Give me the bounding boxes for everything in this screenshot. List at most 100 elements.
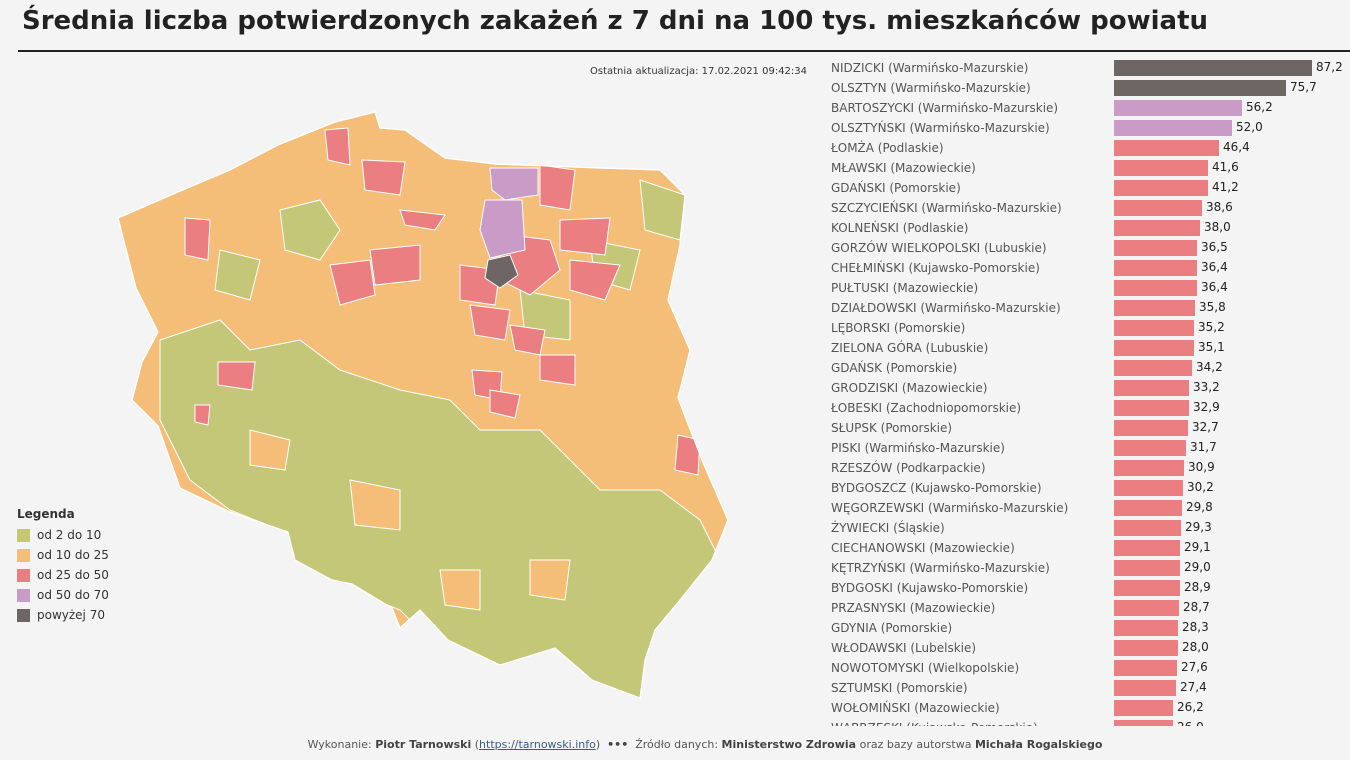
- bar-row[interactable]: ŁOBESKI (Zachodniopomorskie) 32,9: [825, 398, 1350, 418]
- bar: [1114, 500, 1182, 516]
- map-region-high: [399, 209, 446, 231]
- bar: [1114, 700, 1173, 716]
- bar-row[interactable]: MŁAWSKI (Mazowieckie) 41,6: [825, 158, 1350, 178]
- bar-row[interactable]: SŁUPSK (Pomorskie) 32,7: [825, 418, 1350, 438]
- legend-item: powyżej 70: [17, 605, 109, 625]
- bar-row[interactable]: PRZASNYSKI (Mazowieckie) 28,7: [825, 598, 1350, 618]
- bar-label: WĘGORZEWSKI (Warmińsko-Mazurskie): [831, 501, 1069, 515]
- bar-value-label: 28,3: [1182, 620, 1209, 634]
- bar-row[interactable]: SZCZYCIEŃSKI (Warmińsko-Mazurskie) 38,6: [825, 198, 1350, 218]
- bar-value-label: 31,7: [1190, 440, 1217, 454]
- bar-label: DZIAŁDOWSKI (Warmińsko-Mazurskie): [831, 301, 1061, 315]
- bar-value-label: 27,4: [1180, 680, 1207, 694]
- bar-value-label: 33,2: [1193, 380, 1220, 394]
- bar-row[interactable]: CIECHANOWSKI (Mazowieckie) 29,1: [825, 538, 1350, 558]
- map-region-high: [674, 434, 701, 476]
- bar-value-label: 38,0: [1204, 220, 1231, 234]
- bar-row[interactable]: PISKI (Warmińsko-Mazurskie) 31,7: [825, 438, 1350, 458]
- map-region-very-high: [489, 167, 539, 201]
- bar-row[interactable]: BYDGOSZCZ (Kujawsko-Pomorskie) 30,2: [825, 478, 1350, 498]
- bar: [1114, 420, 1188, 436]
- bar-value-label: 36,4: [1201, 280, 1228, 294]
- bar-row[interactable]: KĘTRZYŃSKI (Warmińsko-Mazurskie) 29,0: [825, 558, 1350, 578]
- bar: [1114, 320, 1194, 336]
- footer-source-label: Źródło danych:: [635, 738, 719, 751]
- bar-value-label: 75,7: [1290, 80, 1317, 94]
- bar-label: LĘBORSKI (Pomorskie): [831, 321, 966, 335]
- bar-value-label: 30,9: [1188, 460, 1215, 474]
- map-region-high: [194, 404, 211, 426]
- bar: [1114, 100, 1242, 116]
- bar: [1114, 400, 1189, 416]
- bar-row[interactable]: WOŁOMIŃSKI (Mazowieckie) 26,2: [825, 698, 1350, 718]
- bar-label: GDAŃSKI (Pomorskie): [831, 181, 961, 195]
- bar-row[interactable]: BYDGOSKI (Kujawsko-Pomorskie) 28,9: [825, 578, 1350, 598]
- legend-swatch: [17, 608, 30, 622]
- legend-label: powyżej 70: [37, 608, 105, 622]
- bar-row[interactable]: PUŁTUSKI (Mazowieckie) 36,4: [825, 278, 1350, 298]
- bar-row[interactable]: GDAŃSK (Pomorskie) 34,2: [825, 358, 1350, 378]
- last-update-text: Ostatnia aktualizacja: 17.02.2021 09:42:…: [590, 66, 808, 77]
- bar-label: PUŁTUSKI (Mazowieckie): [831, 281, 979, 295]
- map-region-mid: [349, 479, 401, 531]
- bar-row[interactable]: KOLNEŃSKI (Podlaskie) 38,0: [825, 218, 1350, 238]
- map-region-very-high: [479, 199, 526, 259]
- legend-swatch: [17, 568, 30, 582]
- footer-link[interactable]: https://tarnowski.info: [479, 738, 596, 751]
- bar: [1114, 520, 1181, 536]
- bar-label: GORZÓW WIELKOPOLSKI (Lubuskie): [831, 241, 1047, 255]
- map-region-high: [329, 259, 376, 306]
- bar: [1114, 160, 1208, 176]
- bar: [1114, 240, 1197, 256]
- bar-row[interactable]: LĘBORSKI (Pomorskie) 35,2: [825, 318, 1350, 338]
- footer: Wykonanie: Piotr Tarnowski (https://tarn…: [307, 738, 1103, 751]
- bar-value-label: 41,6: [1212, 160, 1239, 174]
- bar-label: NOWOTOMYSKI (Wielkopolskie): [831, 661, 1020, 675]
- poland-powiaty-map[interactable]: [100, 100, 740, 710]
- bar-row[interactable]: SZTUMSKI (Pomorskie) 27,4: [825, 678, 1350, 698]
- bar-row[interactable]: ŻYWIECKI (Śląskie) 29,3: [825, 518, 1350, 538]
- bar-value-label: 41,2: [1212, 180, 1239, 194]
- map-region-high: [369, 244, 421, 286]
- bar-row[interactable]: OLSZTYN (Warmińsko-Mazurskie) 75,7: [825, 78, 1350, 98]
- bar-label: PRZASNYSKI (Mazowieckie): [831, 601, 996, 615]
- bar-value-label: 36,4: [1201, 260, 1228, 274]
- bar-row[interactable]: CHEŁMIŃSKI (Kujawsko-Pomorskie) 36,4: [825, 258, 1350, 278]
- bar-row[interactable]: WŁODAWSKI (Lubelskie) 28,0: [825, 638, 1350, 658]
- bar-row[interactable]: ŁOMŻA (Podlaskie) 46,4: [825, 138, 1350, 158]
- map-region-high: [324, 127, 351, 166]
- bar: [1114, 360, 1192, 376]
- bar-row[interactable]: OLSZTYŃSKI (Warmińsko-Mazurskie) 52,0: [825, 118, 1350, 138]
- bar-row[interactable]: NOWOTOMYSKI (Wielkopolskie) 27,6: [825, 658, 1350, 678]
- bar-row[interactable]: RZESZÓW (Podkarpackie) 30,9: [825, 458, 1350, 478]
- map-region-high: [539, 354, 576, 386]
- legend-item: od 2 do 10: [17, 525, 109, 545]
- map-region-mid: [529, 559, 571, 601]
- bar-row[interactable]: ZIELONA GÓRA (Lubuskie) 35,1: [825, 338, 1350, 358]
- bar-row[interactable]: BARTOSZYCKI (Warmińsko-Mazurskie) 56,2: [825, 98, 1350, 118]
- bar-row[interactable]: NIDZICKI (Warmińsko-Mazurskie) 87,2: [825, 58, 1350, 78]
- map-region-high: [569, 259, 621, 301]
- bar-value-label: 28,7: [1183, 600, 1210, 614]
- bar-value-label: 28,9: [1184, 580, 1211, 594]
- bar-row[interactable]: WĘGORZEWSKI (Warmińsko-Mazurskie) 29,8: [825, 498, 1350, 518]
- legend-label: od 25 do 50: [37, 568, 109, 582]
- bar-value-label: 29,0: [1184, 560, 1211, 574]
- map-region-extreme: [484, 254, 519, 289]
- map-region-high: [469, 304, 511, 341]
- bar: [1114, 140, 1219, 156]
- bar-row[interactable]: WĄBRZESKI (Kujawsko-Pomorskie) 26,0: [825, 718, 1350, 726]
- map-region-high: [409, 619, 436, 656]
- bar-label: NIDZICKI (Warmińsko-Mazurskie): [831, 61, 1029, 75]
- legend-label: od 10 do 25: [37, 548, 109, 562]
- bar-row[interactable]: GDAŃSKI (Pomorskie) 41,2: [825, 178, 1350, 198]
- bar-row[interactable]: GDYNIA (Pomorskie) 28,3: [825, 618, 1350, 638]
- bar-label: BYDGOSZCZ (Kujawsko-Pomorskie): [831, 481, 1042, 495]
- bar-row[interactable]: GORZÓW WIELKOPOLSKI (Lubuskie) 36,5: [825, 238, 1350, 258]
- bar: [1114, 560, 1180, 576]
- bar-value-label: 32,7: [1192, 420, 1219, 434]
- bar-row[interactable]: DZIAŁDOWSKI (Warmińsko-Mazurskie) 35,8: [825, 298, 1350, 318]
- footer-separator: •••: [607, 738, 629, 751]
- bar: [1114, 720, 1173, 726]
- bar-row[interactable]: GRODZISKI (Mazowieckie) 33,2: [825, 378, 1350, 398]
